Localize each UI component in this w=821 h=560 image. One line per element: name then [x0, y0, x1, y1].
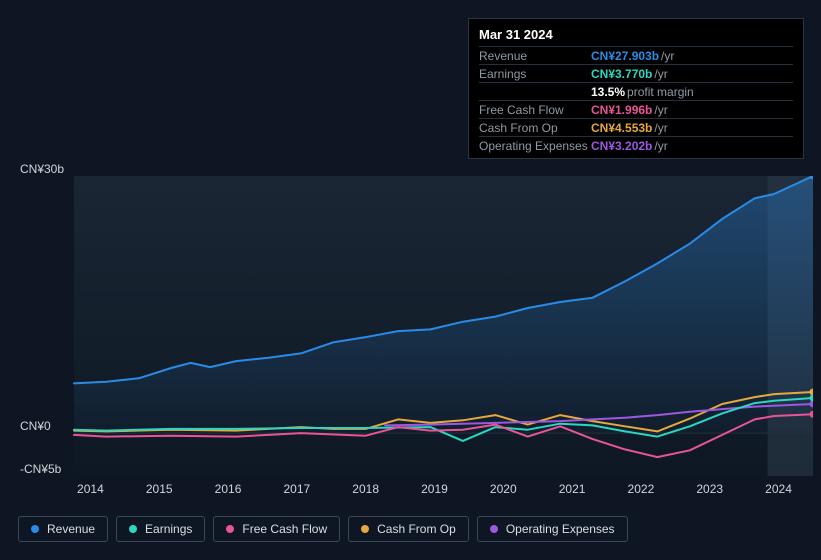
y-tick-label: CN¥30b	[20, 162, 64, 176]
x-tick-label: 2020	[469, 482, 538, 496]
tooltip-row-unit: /yr	[661, 49, 674, 63]
x-tick-label: 2014	[56, 482, 125, 496]
tooltip-row-unit: profit margin	[627, 85, 694, 99]
tooltip-row-unit: /yr	[654, 139, 667, 153]
tooltip-date: Mar 31 2024	[479, 25, 793, 46]
legend-dot-icon	[31, 525, 39, 533]
legend-label: Cash From Op	[377, 522, 456, 536]
x-tick-label: 2023	[675, 482, 744, 496]
x-tick-label: 2024	[744, 482, 813, 496]
tooltip-row-value: CN¥27.903b	[591, 49, 659, 63]
tooltip-row-label: Earnings	[479, 67, 591, 81]
chart-tooltip: Mar 31 2024 RevenueCN¥27.903b /yrEarning…	[468, 18, 804, 159]
tooltip-row-unit: /yr	[654, 121, 667, 135]
legend-dot-icon	[129, 525, 137, 533]
tooltip-row-value: CN¥3.770b	[591, 67, 652, 81]
x-tick-label: 2016	[194, 482, 263, 496]
legend-label: Free Cash Flow	[242, 522, 327, 536]
tooltip-row-label: Free Cash Flow	[479, 103, 591, 117]
legend-label: Operating Expenses	[506, 522, 615, 536]
tooltip-row: Free Cash FlowCN¥1.996b /yr	[479, 100, 793, 118]
tooltip-row-unit: /yr	[654, 67, 667, 81]
legend-label: Revenue	[47, 522, 95, 536]
x-tick-label: 2017	[262, 482, 331, 496]
x-axis: 2014201520162017201820192020202120222023…	[56, 482, 813, 496]
legend-dot-icon	[226, 525, 234, 533]
x-tick-label: 2022	[607, 482, 676, 496]
x-tick-label: 2018	[331, 482, 400, 496]
legend-dot-icon	[361, 525, 369, 533]
tooltip-row-unit: /yr	[654, 103, 667, 117]
x-tick-label: 2021	[538, 482, 607, 496]
tooltip-row: 13.5% profit margin	[479, 82, 793, 100]
financials-chart	[18, 176, 813, 476]
legend-item-fcf[interactable]: Free Cash Flow	[213, 516, 340, 542]
legend-item-revenue[interactable]: Revenue	[18, 516, 108, 542]
tooltip-row-value: 13.5%	[591, 85, 625, 99]
x-tick-label: 2015	[125, 482, 194, 496]
tooltip-row-value: CN¥1.996b	[591, 103, 652, 117]
tooltip-row: RevenueCN¥27.903b /yr	[479, 46, 793, 64]
tooltip-row-label: Operating Expenses	[479, 139, 591, 153]
legend: Revenue Earnings Free Cash Flow Cash From O…	[18, 516, 628, 542]
legend-label: Earnings	[145, 522, 192, 536]
tooltip-row-value: CN¥3.202b	[591, 139, 652, 153]
tooltip-row: EarningsCN¥3.770b /yr	[479, 64, 793, 82]
tooltip-row: Operating ExpensesCN¥3.202b /yr	[479, 136, 793, 154]
legend-item-opex[interactable]: Operating Expenses	[477, 516, 628, 542]
tooltip-row-label: Revenue	[479, 49, 591, 63]
legend-item-earnings[interactable]: Earnings	[116, 516, 205, 542]
legend-item-cfo[interactable]: Cash From Op	[348, 516, 469, 542]
tooltip-row-label: Cash From Op	[479, 121, 591, 135]
tooltip-row-value: CN¥4.553b	[591, 121, 652, 135]
x-tick-label: 2019	[400, 482, 469, 496]
tooltip-row: Cash From OpCN¥4.553b /yr	[479, 118, 793, 136]
legend-dot-icon	[490, 525, 498, 533]
